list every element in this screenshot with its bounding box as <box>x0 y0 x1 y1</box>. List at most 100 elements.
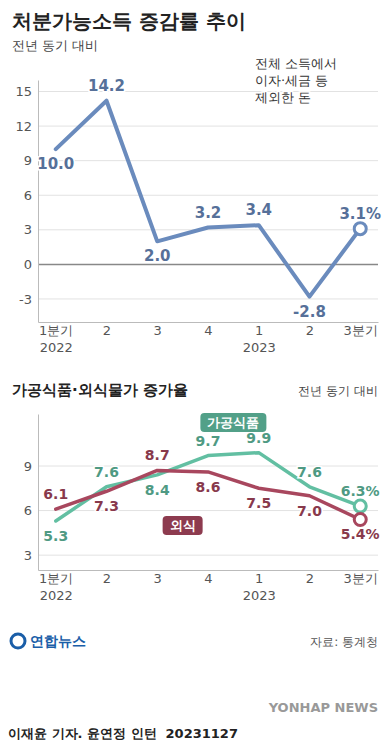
series-name: 외식 <box>170 518 196 533</box>
tick-label: 4 <box>204 323 212 338</box>
tick-label-line: 3 <box>154 323 162 338</box>
data-label: 3.1% <box>339 205 381 223</box>
axis-line <box>38 81 39 323</box>
data-label: 8.7 <box>145 447 170 463</box>
data-label: 5.4% <box>341 526 380 542</box>
data-label: 2.0 <box>144 247 171 265</box>
data-label: 6.1 <box>43 486 68 502</box>
watermark: YONHAP NEWS <box>268 700 378 715</box>
grid-line <box>38 160 378 161</box>
tick-label-line: 1 <box>255 323 263 338</box>
infographic: 처분가능소득 증감률 추이전년 동기 대비-3036912151분기202223… <box>0 0 390 750</box>
tick: 1 2023 <box>243 322 276 355</box>
tick-label: 2 <box>103 323 111 338</box>
data-label: 3.4 <box>245 201 272 219</box>
tick-label-line: 2022 <box>40 588 73 603</box>
data-label: 9.9 <box>246 430 271 446</box>
tick-label-line: 2 <box>306 571 314 586</box>
tick-label: 3 <box>24 548 32 563</box>
data-label: 10.0 <box>37 155 74 173</box>
page: 처분가능소득 증감률 추이전년 동기 대비-3036912151분기202223… <box>0 0 390 750</box>
data-point <box>354 500 366 512</box>
data-label: 7.6 <box>297 464 322 480</box>
axis-line <box>38 415 39 571</box>
tick-label: 3 <box>154 571 162 586</box>
chart-subtitle: 전년 동기 대비 <box>298 384 378 398</box>
series-tag-box <box>163 516 203 535</box>
tick-label: 3 <box>154 323 162 338</box>
x-axis: 1분기2022 2 3 4 1 2023 2 3분기 <box>39 322 379 355</box>
tick-label: 9 <box>24 459 32 474</box>
data-label: 7.0 <box>297 503 322 519</box>
tick-label-line: 1분기 <box>39 571 73 586</box>
tick: 6 <box>24 503 38 518</box>
grid <box>38 92 378 299</box>
tick: 1분기2022 <box>39 322 73 355</box>
tick-label-line: 2023 <box>243 340 276 355</box>
logo-icon <box>11 634 25 648</box>
tick: 2 <box>103 322 111 338</box>
annotation: 전체 소득에서이자·세금 등제외한 돈 <box>255 56 337 105</box>
annotation-line: 전체 소득에서 <box>255 56 337 71</box>
data-label: 8.4 <box>145 482 170 498</box>
data-label: 8.6 <box>196 479 221 495</box>
series-tag: 외식 <box>163 516 203 535</box>
tick-label: 1분기 2022 <box>39 571 73 603</box>
tick-label-line: 1 <box>255 571 263 586</box>
footer: 연합뉴스자료: 통계청YONHAP NEWS이재윤 기자. 윤연정 인턴 202… <box>8 633 378 741</box>
tick-label-line: 1분기 <box>39 323 73 338</box>
data-labels: 5.37.68.49.79.97.66.3%6.17.38.78.67.57.0… <box>43 430 379 544</box>
plot-area <box>56 453 366 526</box>
tick-label: -3 <box>19 292 32 307</box>
chart-title: 처분가능소득 증감률 추이 <box>12 9 246 33</box>
plot-area <box>56 101 366 297</box>
tick-label: 2 <box>103 571 111 586</box>
tick-label: 4 <box>204 571 212 586</box>
tick-label: 0 <box>24 257 32 272</box>
tick: 0 <box>24 257 38 272</box>
tick: 3 <box>154 322 162 338</box>
tick: -3 <box>19 292 38 307</box>
grid-line <box>38 298 378 299</box>
tick-label-line: 2 <box>103 323 111 338</box>
tick: 15 <box>15 84 38 99</box>
tick: 9 <box>24 153 38 168</box>
tick-label: 2 <box>306 323 314 338</box>
tick-label: 6 <box>24 188 32 203</box>
tick-label: 9 <box>24 153 32 168</box>
tick: 3 <box>24 548 38 563</box>
data-point <box>354 513 366 525</box>
tick: 4 <box>204 570 212 586</box>
tick-label: 12023 <box>243 571 276 603</box>
grid-line <box>38 126 378 127</box>
tick-label: 6 <box>24 503 32 518</box>
data-label: 9.7 <box>196 433 221 449</box>
data-label: 6.3% <box>341 483 380 499</box>
data-label: 7.6 <box>94 464 119 480</box>
tick-label-line: 2 <box>103 571 111 586</box>
grid <box>38 466 378 555</box>
data-line <box>56 453 360 521</box>
tick: 9 <box>24 459 38 474</box>
tick: 12023 <box>243 570 276 603</box>
grid-line <box>38 466 378 467</box>
tick: 2 <box>306 570 314 586</box>
logo: 연합뉴스 <box>30 633 86 649</box>
data-label: 3.2 <box>195 204 222 222</box>
tick-label: 1분기2022 <box>39 323 73 355</box>
tick: 6 <box>24 188 38 203</box>
grid-line <box>38 510 378 511</box>
y-axis: -303691215 <box>15 81 38 323</box>
tick-label-line: 4 <box>204 571 212 586</box>
tick: 3분기 <box>344 322 378 338</box>
annotation-line: 이자·세금 등 <box>255 73 328 88</box>
series-tag: 가공식품 <box>200 413 266 432</box>
credit: 이재윤 기자. 윤연정 인턴 20231127 <box>8 726 238 741</box>
tick-label: 3분기 <box>344 323 378 338</box>
tick: 1분기 2022 <box>39 570 73 603</box>
chart-title: 가공식품·외식물가 증가율 <box>12 381 188 399</box>
grid-line <box>38 195 378 196</box>
data-label: 14.2 <box>88 77 125 95</box>
chart-subtitle: 전년 동기 대비 <box>12 38 98 53</box>
tick-label: 3분기 <box>344 571 378 586</box>
